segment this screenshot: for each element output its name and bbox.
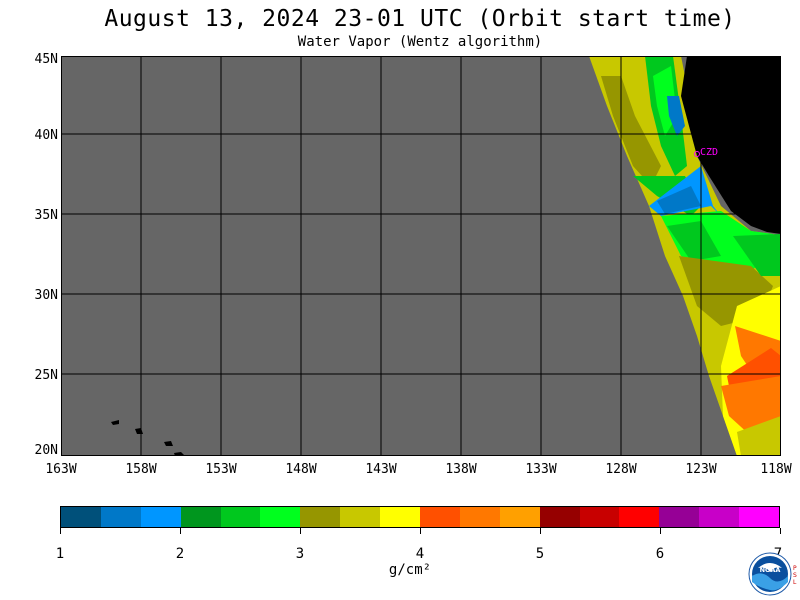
lon-label-128w: 128W — [605, 462, 637, 477]
colorbar-segment — [100, 507, 141, 527]
lat-label-30n: 30N — [34, 288, 58, 303]
colorbar-segment — [699, 507, 740, 527]
lon-label-163w: 163W — [45, 462, 77, 477]
swath-blue-north — [667, 96, 685, 136]
colorbar-segment — [659, 507, 700, 527]
lon-label-133w: 133W — [525, 462, 557, 477]
lon-label-153w: 153W — [205, 462, 237, 477]
lon-label-158w: 158W — [125, 462, 157, 477]
map-frame — [61, 56, 781, 456]
colorbar-segment — [619, 507, 660, 527]
island-kauai — [111, 420, 119, 425]
colorbar — [60, 506, 780, 528]
colorbar-units: g/cm² — [388, 562, 432, 578]
colorbar-segment — [340, 507, 381, 527]
lon-label-143w: 143W — [365, 462, 397, 477]
swath-darkgreen-south — [667, 221, 721, 261]
station-czd-marker: CZD — [694, 147, 718, 158]
water-vapor-map: CZD — [61, 56, 781, 456]
colorbar-tick — [660, 528, 661, 534]
colorbar-label-4: 4 — [415, 546, 425, 562]
colorbar-label-7: 7 — [773, 546, 783, 562]
lat-label-25n: 25N — [34, 368, 58, 383]
colorbar-label-2: 2 — [175, 546, 185, 562]
colorbar-segment — [739, 507, 780, 527]
land-north-america — [681, 56, 781, 234]
colorbar-segment — [539, 507, 580, 527]
lat-label-35n: 35N — [34, 208, 58, 223]
colorbar-tick — [300, 528, 301, 534]
swath-dark-olive-north — [601, 76, 661, 186]
colorbar-segment — [499, 507, 540, 527]
noaa-logo[interactable]: NOAA — [748, 552, 792, 596]
swath-blue-central-dark — [657, 186, 701, 214]
colorbar-segment — [579, 507, 620, 527]
colorbar-segment — [140, 507, 181, 527]
swath-green-patch — [733, 234, 781, 276]
lon-label-148w: 148W — [285, 462, 317, 477]
swath-orange-3 — [721, 376, 781, 436]
graticule — [61, 56, 781, 456]
colorbar-tick — [780, 528, 781, 534]
colorbar-tick — [540, 528, 541, 534]
colorbar-tick — [180, 528, 181, 534]
map-subtitle: Water Vapor (Wentz algorithm) — [297, 34, 543, 50]
colorbar-segment — [220, 507, 261, 527]
colorbar-label-1: 1 — [55, 546, 65, 562]
colorbar-segment — [420, 507, 460, 527]
lon-label-118w: 118W — [760, 462, 792, 477]
swath-yellow-tip — [737, 416, 781, 456]
colorbar-segment — [459, 507, 500, 527]
station-czd-label: CZD — [700, 147, 718, 158]
island-maui — [164, 441, 173, 446]
colorbar-tick — [60, 528, 61, 534]
colorbar-segment — [260, 507, 301, 527]
lat-label-40n: 40N — [34, 128, 58, 143]
map-title: August 13, 2024 23-01 UTC (Orbit start t… — [104, 6, 736, 32]
colorbar-label-6: 6 — [655, 546, 665, 562]
lon-label-138w: 138W — [445, 462, 477, 477]
lat-label-45n: 45N — [34, 52, 58, 67]
noaa-logo-text: NOAA — [760, 566, 781, 574]
colorbar-segment — [300, 507, 341, 527]
colorbar-tick — [420, 528, 421, 534]
lon-label-123w: 123W — [685, 462, 717, 477]
colorbar-label-3: 3 — [295, 546, 305, 562]
lat-label-20n: 20N — [34, 443, 58, 458]
colorbar-segment — [180, 507, 221, 527]
colorbar-segment — [61, 507, 101, 527]
colorbar-label-5: 5 — [535, 546, 545, 562]
colorbar-segment — [380, 507, 421, 527]
retrieval-swath — [589, 56, 781, 456]
